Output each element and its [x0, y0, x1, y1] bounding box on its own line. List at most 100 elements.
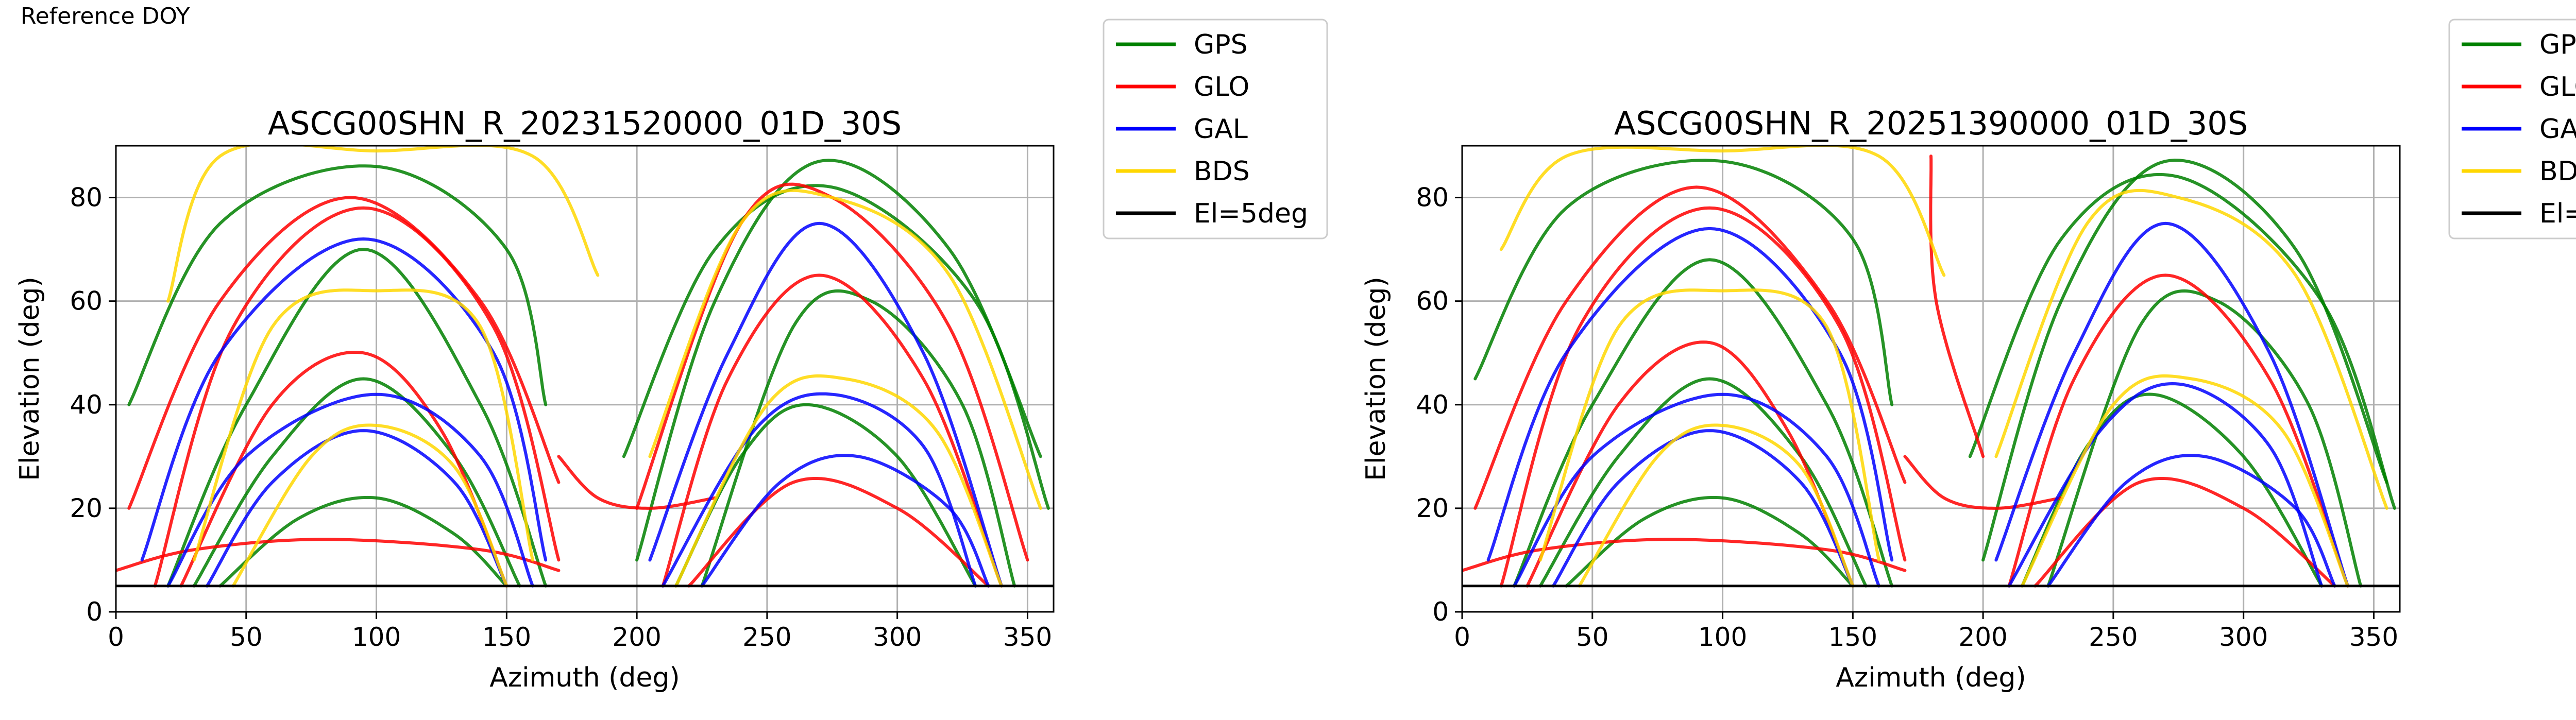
- satellite-track-gps: [1538, 377, 1868, 588]
- series-glo: [1462, 155, 2349, 588]
- satellite-track-gps: [1968, 173, 2396, 510]
- x-tick-label: 0: [1454, 622, 1470, 652]
- x-tick-label: 350: [1003, 622, 1052, 652]
- legend-item-label: GPS: [1194, 29, 1248, 60]
- satellite-track-gal: [648, 221, 1003, 588]
- y-tick-label: 60: [1416, 286, 1449, 316]
- x-tick-label: 50: [1576, 622, 1609, 652]
- satellite-track-bds: [1578, 423, 1855, 588]
- series-gps: [1473, 158, 2396, 588]
- series-glo: [116, 182, 1029, 588]
- y-tick-label: 40: [1416, 390, 1449, 420]
- series-gal: [140, 221, 1003, 588]
- legend-box: [1103, 19, 1328, 239]
- series-bds: [1499, 146, 2388, 588]
- satellite-track-glo: [153, 206, 561, 588]
- satellite-track-gal: [1486, 227, 1894, 562]
- satellite-track-bds: [648, 188, 1042, 510]
- satellite-track-gps: [700, 289, 1016, 588]
- satellite-track-gps: [1473, 159, 1894, 406]
- satellite-track-glo: [1462, 538, 1907, 572]
- legend-item-label: El=5deg: [1194, 198, 1308, 229]
- satellite-track-gps: [622, 184, 1050, 510]
- legend-item-label: El=5deg: [2539, 198, 2576, 229]
- x-axis-label: Azimuth (deg): [1836, 662, 2026, 693]
- x-tick-label: 0: [108, 622, 124, 652]
- legend-item-label: BDS: [2539, 156, 2576, 187]
- satellite-track-gal: [140, 237, 548, 562]
- satellite-track-bds: [166, 146, 600, 303]
- x-tick-label: 150: [482, 622, 531, 652]
- satellite-track-gal: [1513, 392, 1880, 588]
- x-tick-label: 150: [1828, 622, 1877, 652]
- chart-1: ASCG00SHN_R_20231520000_01D_30S 0 50 100 150…: [14, 19, 1328, 693]
- satellite-track-glo: [1499, 206, 1907, 588]
- y-tick-label: 80: [1416, 183, 1449, 213]
- legend: GPS GLO GAL BDS El=5deg: [1103, 19, 1328, 239]
- legend-item-label: GPS: [2539, 29, 2576, 60]
- satellite-track-gal: [166, 392, 534, 588]
- legend-item-label: GAL: [2539, 114, 2576, 145]
- chart-title: ASCG00SHN_R_20251390000_01D_30S: [1614, 105, 2248, 142]
- satellite-track-bds: [674, 374, 1003, 588]
- satellite-track-glo: [687, 477, 990, 588]
- satellite-track-gps: [127, 164, 548, 406]
- satellite-track-glo: [1526, 340, 1855, 588]
- satellite-track-gal: [2046, 454, 2336, 588]
- satellite-track-glo: [116, 538, 561, 572]
- series-gal: [1486, 221, 2349, 588]
- chart-title: ASCG00SHN_R_20231520000_01D_30S: [268, 105, 902, 142]
- satellite-track-bds: [1994, 188, 2388, 510]
- satellite-track-gps: [2020, 392, 2324, 588]
- satellite-track-glo: [2033, 477, 2336, 588]
- series-gps: [127, 159, 1050, 588]
- series-bds: [166, 146, 1042, 588]
- satellite-track-bds: [192, 288, 534, 562]
- x-tick-label: 300: [873, 622, 922, 652]
- legend: GPS GLO GAL BDS El=5deg: [2448, 19, 2576, 239]
- legend-item-label: GLO: [2539, 72, 2576, 102]
- satellite-track-glo: [661, 273, 1003, 588]
- y-tick-label: 0: [86, 597, 103, 627]
- y-axis-label: Elevation (deg): [14, 277, 45, 481]
- satellite-track-bds: [231, 423, 509, 588]
- satellite-track-gps: [1513, 258, 1894, 588]
- x-tick-label: 100: [352, 622, 401, 652]
- y-tick-label: 60: [70, 286, 103, 316]
- y-tick-label: 40: [70, 390, 103, 420]
- x-tick-label: 350: [2349, 622, 2398, 652]
- satellite-track-glo: [2007, 273, 2349, 588]
- chart-2: ASCG00SHN_R_20251390000_01D_30S 0 50 100 150…: [1361, 19, 2576, 693]
- satellite-track-gps: [2046, 289, 2363, 588]
- y-tick-label: 80: [70, 183, 103, 213]
- satellite-track-gal: [2007, 382, 2324, 588]
- reference-doy-label: Reference DOY: [21, 3, 190, 29]
- y-tick-label: 0: [1432, 597, 1449, 627]
- satellite-track-gps: [166, 248, 548, 588]
- legend-item-label: GAL: [1194, 114, 1248, 145]
- satellite-track-gps: [192, 377, 521, 588]
- x-tick-label: 200: [612, 622, 661, 652]
- satellite-track-gal: [1994, 221, 2349, 588]
- y-tick-label: 20: [1416, 493, 1449, 523]
- x-tick-label: 250: [2089, 622, 2138, 652]
- legend-item-label: GLO: [1194, 72, 1249, 102]
- x-tick-label: 50: [230, 622, 263, 652]
- y-tick-label: 20: [70, 493, 103, 523]
- satellite-track-gal: [1551, 429, 1855, 588]
- satellite-track-glo: [1473, 185, 1907, 510]
- satellite-track-gal: [700, 454, 990, 588]
- satellite-track-gal: [205, 429, 509, 588]
- satellite-track-bds: [2020, 374, 2349, 588]
- x-tick-label: 200: [1958, 622, 2007, 652]
- satellite-track-glo: [1929, 155, 1985, 458]
- satellite-track-gal: [661, 392, 977, 588]
- x-tick-label: 250: [742, 622, 791, 652]
- legend-item-label: BDS: [1194, 156, 1250, 187]
- satellite-track-bds: [1499, 146, 1946, 277]
- plot-frame: [1461, 145, 2401, 613]
- satellite-track-glo: [127, 196, 561, 510]
- x-axis-label: Azimuth (deg): [489, 662, 680, 693]
- plot-area: [116, 146, 1050, 588]
